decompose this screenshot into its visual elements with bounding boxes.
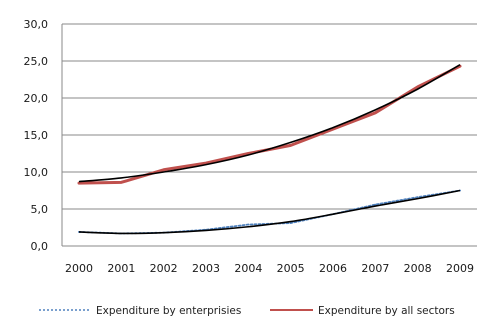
x-tick-label: 2008: [404, 262, 432, 275]
x-tick-label: 2005: [277, 262, 305, 275]
y-tick-label: 15,0: [24, 129, 49, 142]
x-tick-label: 2004: [234, 262, 262, 275]
x-tick-label: 2006: [319, 262, 347, 275]
trendline-0: [78, 189, 461, 235]
series-0-point: [247, 223, 250, 226]
x-tick-label: 2003: [192, 262, 220, 275]
series-1-point: [162, 168, 165, 171]
series-1-point: [332, 128, 334, 130]
series-1-point: [247, 152, 250, 155]
x-tick-label: 2000: [65, 262, 93, 275]
x-tick-label: 2007: [361, 262, 389, 275]
series-line-0: [78, 189, 461, 235]
y-tick-label: 5,0: [31, 203, 49, 216]
legend: Expenditure by enterprisies Expenditure b…: [39, 305, 455, 317]
y-tick-label: 20,0: [24, 92, 49, 105]
y-tick-label: 0,0: [31, 240, 49, 253]
y-tick-label: 30,0: [24, 18, 49, 31]
x-tick-labels: 2000 2001 2002 2003 2004 2005 2006 2007 2008 2009: [65, 262, 474, 275]
y-tick-label: 10,0: [24, 166, 49, 179]
series-1-point: [374, 112, 377, 114]
series-0-point: [416, 196, 419, 198]
axis-layer: [61, 24, 477, 247]
series-1-point: [78, 182, 80, 184]
series-1-point: [120, 181, 123, 184]
series-0-point: [374, 203, 377, 206]
trendline-layer: [78, 64, 461, 235]
y-tick-label: 25,0: [24, 55, 49, 68]
series-line-1: [77, 64, 462, 185]
x-tick-label: 2002: [150, 262, 178, 275]
series-1-point: [289, 144, 292, 147]
trendline-1: [78, 64, 461, 183]
series-1-point: [416, 86, 419, 88]
legend-label-0: Expenditure by enterprisies: [96, 305, 241, 317]
x-tick-label: 2009: [446, 262, 474, 275]
series-0-point: [289, 222, 292, 224]
legend-label-1: Expenditure by all sectors: [318, 305, 455, 317]
series-1-point: [205, 162, 207, 164]
x-tick-label: 2001: [107, 262, 135, 275]
y-tick-labels: 0,0 5,0 10,0 15,0 20,0 25,0 30,0: [24, 18, 49, 253]
grid-layer: [62, 23, 477, 210]
